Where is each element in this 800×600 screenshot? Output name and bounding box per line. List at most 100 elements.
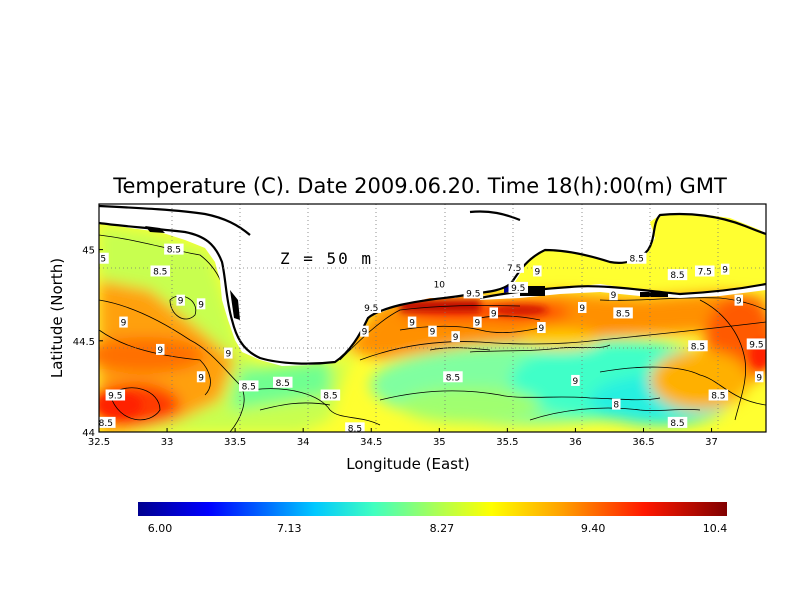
contour-label: 8.5 [443,371,463,383]
contour-label: 9.5 [508,281,529,294]
y-tick-label: 44.5 [73,337,95,348]
contour-label-text: 8.5 [242,382,256,392]
contour-label: 8.5 [613,307,633,319]
contour-label-text: 8.5 [446,373,460,383]
contour-label: 8.5 [708,389,729,402]
contour-label-bg [432,278,447,290]
colorbar-tick-label: 6.00 [148,522,173,535]
x-tick-label: 36 [569,437,582,448]
contour-label: 8 [612,398,621,411]
contour-label-bg [694,265,715,277]
contour-label-bg [754,371,764,383]
contour-label-bg [571,374,580,386]
contour-label-text: 9 [756,373,762,383]
contour-label-bg [428,325,437,337]
contour-label: 9 [176,294,185,307]
contour-label: 9 [196,371,206,383]
contour-label: 8.5 [688,340,708,352]
contour-label-text: 8 [613,401,619,411]
contour-label-text: 9.5 [511,284,525,294]
contour-label-bg [612,398,621,410]
contour-label-text: 8.5 [670,271,684,281]
contour-label-text: 9 [430,328,436,338]
colorbar-tick-label: 9.40 [581,522,606,535]
y-tick-label: 45 [82,246,95,257]
x-tick-label: 36.5 [632,437,654,448]
contour-label: 9 [451,331,460,343]
contour-label-text: 8.5 [92,255,106,265]
x-tick-label: 34.5 [360,437,382,448]
y-axis-label: Latitude (North) [48,258,66,378]
contour-label: 9.5 [746,338,766,350]
contour-label: 8.5 [345,422,365,434]
colorbar-gradient [138,502,727,516]
contour-label-text: 8.5 [670,419,684,429]
contour-label-text: 9 [722,266,728,276]
x-tick-label: 32.5 [88,437,110,448]
contour-label-text: 7.5 [698,267,712,277]
contour-label-bg [150,265,171,277]
x-tick-label: 34 [297,437,310,448]
contour-label-text: 9 [534,267,540,277]
contour-label-text: 8.5 [616,309,630,319]
contour-label: 9 [754,371,764,383]
contour-label-text: 9.5 [108,392,122,402]
contour-label-bg [176,294,185,306]
contour-label-bg [407,316,417,328]
contour-label-bg [164,243,184,255]
contour-label-text: 9 [198,300,204,310]
contour-label: 8.5 [667,416,688,429]
colorbar: 6.00 7.13 8.27 9.40 10.4 [138,502,727,535]
contour-label-text: 7.5 [507,264,521,274]
contour-label-text: 9 [198,373,204,383]
contour-label-bg [99,416,116,428]
contour-label-bg [99,252,109,264]
contour-label-text: 9.5 [749,340,763,350]
y-axis-ticks: 44 44.5 45 [73,246,103,439]
contour-label-bg [361,301,381,313]
contour-label: 8.5 [92,252,109,265]
contour-label-text: 9 [121,319,127,329]
contour-label: 9 [533,265,542,277]
contour-label: 9 [473,316,482,329]
contour-label-bg [720,263,730,275]
contour-label: 9 [489,307,499,319]
contour-label-text: 8.5 [630,255,644,265]
x-axis-ticks: 32.5 33 33.5 34 34.5 35 35.5 36 36.5 37 [88,428,718,448]
colorbar-labels: 6.00 7.13 8.27 9.40 10.4 [148,522,728,535]
contour-label-bg [609,289,618,301]
contour-label-bg [360,325,369,337]
contour-label-text: 9 [736,297,742,307]
contour-label-bg [345,422,365,432]
contour-label: 9 [537,322,546,334]
contour-label: 8.5 [150,265,171,277]
contour-label-bg [504,261,524,273]
contour-label-text: 9 [475,319,481,329]
contour-label-bg [508,281,529,293]
contour-label: 9 [119,316,128,329]
contour-label-text: 8.5 [348,424,362,434]
contour-label: 9.5 [463,287,484,299]
x-axis-label: Longitude (East) [346,455,469,473]
contour-label: 9 [577,301,587,314]
x-tick-label: 33.5 [224,437,246,448]
contour-label: 9 [360,325,369,338]
contour-label: 8.5 [99,416,116,429]
contour-label-bg [273,376,293,388]
contour-label: 9 [224,347,233,360]
colorbar-tick-label: 7.13 [277,522,302,535]
chart-title: Temperature (C). Date 2009.06.20. Time 1… [112,174,727,198]
contour-label-bg [443,371,463,383]
contour-label-text: 9 [539,324,545,334]
contour-label: 9 [428,325,437,338]
contour-label: 9 [156,343,165,356]
contour-label: 9 [407,316,417,329]
contour-label-bg [688,340,708,352]
contour-label-bg [196,298,206,310]
contour-label-bg [577,301,587,313]
contour-label-text: 8.5 [153,267,167,277]
contour-label-text: 9 [453,333,459,343]
contour-label-bg [119,316,128,328]
